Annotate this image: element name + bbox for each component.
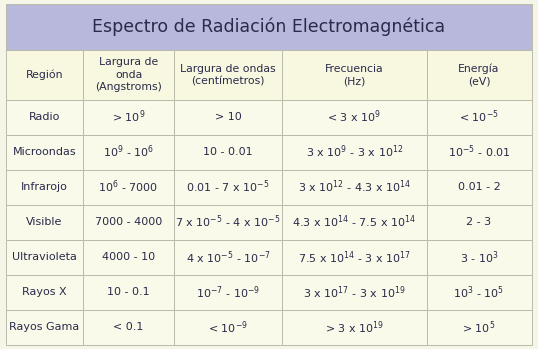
- Bar: [6, 135, 83, 170]
- Text: Espectro de Radiación Electromagnética: Espectro de Radiación Electromagnética: [93, 18, 445, 36]
- Bar: [83, 135, 174, 170]
- Text: 2 - 3: 2 - 3: [466, 217, 492, 227]
- Bar: [174, 205, 282, 240]
- Text: Visible: Visible: [26, 217, 63, 227]
- Bar: [6, 275, 83, 310]
- Bar: [427, 310, 532, 345]
- Text: Largura de ondas
(centímetros): Largura de ondas (centímetros): [180, 64, 276, 86]
- Bar: [174, 240, 282, 275]
- Bar: [282, 205, 427, 240]
- Bar: [6, 50, 83, 99]
- Text: 3 x 10$^{17}$ - 3 x 10$^{19}$: 3 x 10$^{17}$ - 3 x 10$^{19}$: [303, 284, 406, 300]
- Bar: [6, 99, 83, 135]
- Text: 10$^{-7}$ - 10$^{-9}$: 10$^{-7}$ - 10$^{-9}$: [196, 284, 260, 300]
- Bar: [427, 205, 532, 240]
- Bar: [427, 240, 532, 275]
- Bar: [174, 50, 282, 99]
- Text: Rayos Gama: Rayos Gama: [9, 322, 80, 332]
- Text: < 10$^{-5}$: < 10$^{-5}$: [459, 109, 499, 125]
- Bar: [282, 275, 427, 310]
- Bar: [6, 170, 83, 205]
- Text: 7.5 x 10$^{14}$ - 3 x 10$^{17}$: 7.5 x 10$^{14}$ - 3 x 10$^{17}$: [298, 249, 411, 266]
- Text: Región: Región: [26, 69, 63, 80]
- Text: 0.01 - 2: 0.01 - 2: [458, 182, 500, 192]
- Text: < 10$^{-9}$: < 10$^{-9}$: [208, 319, 249, 336]
- Text: 4 x 10$^{-5}$ - 10$^{-7}$: 4 x 10$^{-5}$ - 10$^{-7}$: [186, 249, 271, 266]
- Bar: [6, 240, 83, 275]
- Bar: [83, 310, 174, 345]
- Text: Rayos X: Rayos X: [22, 287, 67, 297]
- Bar: [174, 310, 282, 345]
- Bar: [174, 170, 282, 205]
- Text: Energía
(eV): Energía (eV): [458, 64, 500, 86]
- Text: Microondas: Microondas: [13, 147, 76, 157]
- Text: Frecuencia
(Hz): Frecuencia (Hz): [325, 64, 384, 86]
- Text: > 10: > 10: [215, 112, 242, 122]
- Bar: [427, 135, 532, 170]
- Bar: [427, 275, 532, 310]
- Bar: [282, 240, 427, 275]
- Bar: [83, 99, 174, 135]
- Bar: [427, 50, 532, 99]
- Text: 10 - 0.01: 10 - 0.01: [203, 147, 253, 157]
- Text: 10$^{9}$ - 10$^{6}$: 10$^{9}$ - 10$^{6}$: [103, 144, 154, 161]
- Text: 0.01 - 7 x 10$^{-5}$: 0.01 - 7 x 10$^{-5}$: [187, 179, 270, 195]
- Bar: [174, 275, 282, 310]
- Bar: [174, 135, 282, 170]
- Bar: [6, 4, 532, 50]
- Text: 3 - 10$^{3}$: 3 - 10$^{3}$: [459, 249, 498, 266]
- Text: Ultravioleta: Ultravioleta: [12, 252, 77, 262]
- Text: 4.3 x 10$^{14}$ - 7.5 x 10$^{14}$: 4.3 x 10$^{14}$ - 7.5 x 10$^{14}$: [292, 214, 416, 230]
- Text: 7 x 10$^{-5}$ - 4 x 10$^{-5}$: 7 x 10$^{-5}$ - 4 x 10$^{-5}$: [175, 214, 281, 230]
- Text: Radio: Radio: [29, 112, 60, 122]
- Text: < 3 x 10$^{9}$: < 3 x 10$^{9}$: [327, 109, 381, 125]
- Bar: [83, 275, 174, 310]
- Bar: [83, 205, 174, 240]
- Bar: [282, 170, 427, 205]
- Bar: [83, 50, 174, 99]
- Bar: [6, 310, 83, 345]
- Text: Infrarojo: Infrarojo: [21, 182, 68, 192]
- Text: 10$^{3}$ - 10$^{5}$: 10$^{3}$ - 10$^{5}$: [454, 284, 505, 300]
- Bar: [6, 205, 83, 240]
- Bar: [427, 170, 532, 205]
- Bar: [282, 99, 427, 135]
- Text: > 10$^{9}$: > 10$^{9}$: [112, 109, 145, 125]
- Text: 10$^{6}$ - 7000: 10$^{6}$ - 7000: [98, 179, 159, 195]
- Text: < 0.1: < 0.1: [114, 322, 144, 332]
- Bar: [282, 135, 427, 170]
- Text: > 10$^{5}$: > 10$^{5}$: [462, 319, 495, 336]
- Bar: [83, 170, 174, 205]
- Text: 3 x 10$^{12}$ - 4.3 x 10$^{14}$: 3 x 10$^{12}$ - 4.3 x 10$^{14}$: [298, 179, 411, 195]
- Text: Largura de
onda
(Angstroms): Largura de onda (Angstroms): [95, 58, 162, 92]
- Text: 3 x 10$^{9}$ - 3 x 10$^{12}$: 3 x 10$^{9}$ - 3 x 10$^{12}$: [306, 144, 403, 161]
- Text: > 3 x 10$^{19}$: > 3 x 10$^{19}$: [325, 319, 384, 336]
- Text: 7000 - 4000: 7000 - 4000: [95, 217, 162, 227]
- Text: 10$^{-5}$ - 0.01: 10$^{-5}$ - 0.01: [448, 144, 511, 161]
- Bar: [282, 310, 427, 345]
- Bar: [427, 99, 532, 135]
- Bar: [282, 50, 427, 99]
- Bar: [83, 240, 174, 275]
- Text: 10 - 0.1: 10 - 0.1: [107, 287, 150, 297]
- Text: 4000 - 10: 4000 - 10: [102, 252, 155, 262]
- Bar: [174, 99, 282, 135]
